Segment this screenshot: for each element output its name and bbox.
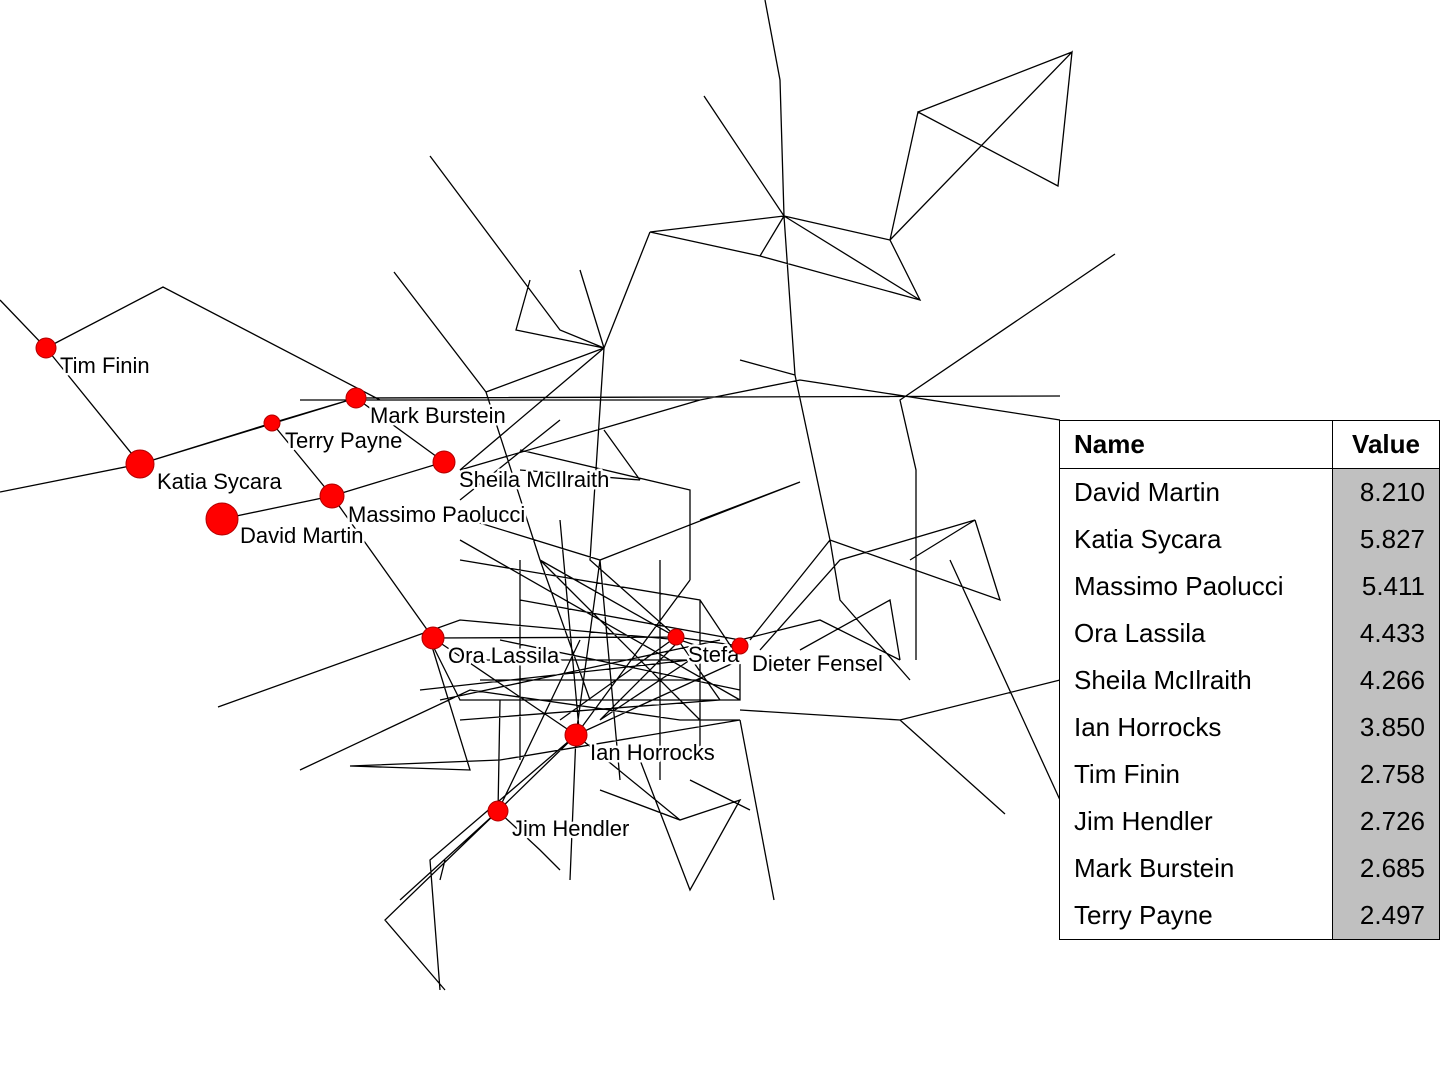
name-cell: Massimo Paolucci — [1059, 563, 1333, 610]
name-cell: Sheila McIlraith — [1059, 657, 1333, 704]
node-label: Massimo Paolucci — [348, 502, 525, 527]
value-cell: 2.685 — [1332, 845, 1440, 892]
name-cell: Ora Lassila — [1059, 610, 1333, 657]
node — [345, 387, 367, 409]
node-label: Sheila McIlraith — [459, 467, 609, 492]
ranking-table: Name Value David Martin 8.210 Katia Sycara… — [1059, 420, 1440, 940]
node — [487, 800, 509, 822]
name-cell: Jim Hendler — [1059, 798, 1333, 845]
name-cell: Ian Horrocks — [1059, 704, 1333, 751]
node-label: Ian Horrocks — [590, 740, 715, 765]
node-label: Tim Finin — [60, 353, 150, 378]
node — [319, 483, 345, 509]
value-cell: 5.411 — [1332, 563, 1440, 610]
header-row: Name Value — [1059, 420, 1440, 469]
node-label: Mark Burstein — [370, 403, 506, 428]
node-label: Katia Sycara — [157, 469, 282, 494]
node-label: Ora Lassila — [448, 643, 560, 668]
node — [205, 502, 239, 536]
value-cell: 8.210 — [1332, 468, 1440, 516]
table-row: Ora Lassila 4.433 — [1059, 610, 1440, 657]
table-row: Massimo Paolucci 5.411 — [1059, 563, 1440, 610]
value-cell: 5.827 — [1332, 516, 1440, 563]
name-cell: Terry Payne — [1059, 892, 1333, 940]
node — [564, 723, 588, 747]
node — [421, 626, 445, 650]
node — [667, 628, 685, 646]
node-label: Jim Hendler — [512, 816, 629, 841]
edges — [0, 0, 1116, 991]
nodes: Tim Finin Mark Burstein Terry Payne Kati… — [35, 337, 885, 843]
table-row: Sheila McIlraith 4.266 — [1059, 657, 1440, 704]
table-row: Mark Burstein 2.685 — [1059, 845, 1440, 892]
value-cell: 4.266 — [1332, 657, 1440, 704]
node — [432, 450, 456, 474]
table-row: Ian Horrocks 3.850 — [1059, 704, 1440, 751]
node — [125, 449, 155, 479]
table-row: Jim Hendler 2.726 — [1059, 798, 1440, 845]
value-cell: 3.850 — [1332, 704, 1440, 751]
table-body: David Martin 8.210 Katia Sycara 5.827 Massim… — [1059, 468, 1440, 940]
node — [263, 414, 281, 432]
node — [35, 337, 57, 359]
table-row: David Martin 8.210 — [1059, 468, 1440, 516]
node-label: Terry Payne — [285, 428, 402, 453]
name-cell: Tim Finin — [1059, 751, 1333, 798]
table-row: Terry Payne 2.497 — [1059, 892, 1440, 940]
value-cell: 2.726 — [1332, 798, 1440, 845]
node — [731, 637, 749, 655]
column-header: Name — [1059, 420, 1333, 469]
edge-lines — [0, 0, 1116, 991]
name-cell: Mark Burstein — [1059, 845, 1333, 892]
table-row: Tim Finin 2.758 — [1059, 751, 1440, 798]
value-cell: 2.758 — [1332, 751, 1440, 798]
value-cell: 2.497 — [1332, 892, 1440, 940]
node-label: Dieter Fensel — [752, 651, 883, 676]
table-row: Katia Sycara 5.827 — [1059, 516, 1440, 563]
column-header: Value — [1332, 420, 1440, 469]
node-label: David Martin — [240, 523, 363, 548]
value-cell: 4.433 — [1332, 610, 1440, 657]
name-cell: Katia Sycara — [1059, 516, 1333, 563]
name-cell: David Martin — [1059, 468, 1333, 516]
